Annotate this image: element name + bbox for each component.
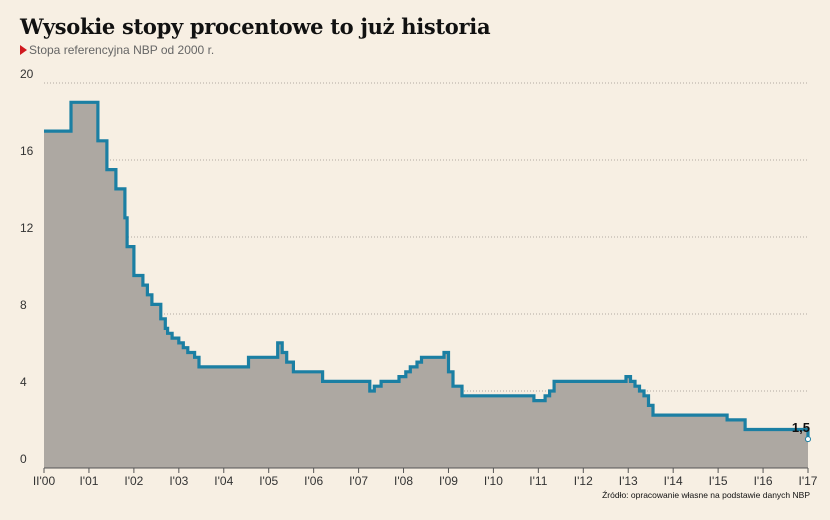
last-value-marker	[805, 436, 811, 443]
x-tick-label: I'09	[439, 474, 458, 488]
x-tick-label: I'08	[394, 474, 413, 488]
x-tick-label: I'01	[79, 474, 98, 488]
x-tick-label: I'03	[169, 474, 188, 488]
y-tick-label: 16	[20, 144, 34, 158]
chart-title: Wysokie stopy procentowe to już historia	[20, 14, 491, 39]
x-tick-label: I'13	[619, 474, 638, 488]
y-tick-label: 20	[20, 67, 34, 81]
triangle-marker-icon	[20, 45, 27, 55]
x-tick-label: I'12	[574, 474, 593, 488]
x-tick-label: I'16	[754, 474, 773, 488]
chart-subtitle-text: Stopa referencyjna NBP od 2000 r.	[29, 43, 215, 57]
x-tick-label: I'14	[664, 474, 683, 488]
y-tick-label: 8	[20, 298, 27, 312]
y-axis-ticks: 0 4 8 12 16 20	[20, 67, 34, 466]
x-tick-label: I'04	[214, 474, 233, 488]
y-tick-label: 4	[20, 375, 27, 389]
last-value-label: 1,5	[792, 420, 810, 435]
x-tick-label: I'15	[709, 474, 728, 488]
source-note: Źródło: opracowanie własne na podstawie …	[602, 490, 810, 500]
x-tick-label: I'02	[124, 474, 143, 488]
y-tick-label: 0	[20, 452, 27, 466]
x-tick-label: II'00	[33, 474, 56, 488]
y-tick-label: 12	[20, 221, 34, 235]
x-axis-ticks: II'00 I'01 I'02 I'03 I'04 I'05 I'06 I'07 I'08 I'0…	[33, 468, 818, 488]
chart-subtitle: Stopa referencyjna NBP od 2000 r.	[20, 43, 214, 57]
x-tick-label: I'06	[304, 474, 323, 488]
x-tick-label: I'11	[529, 474, 547, 488]
x-tick-label: I'05	[259, 474, 278, 488]
rate-area	[44, 102, 808, 469]
rate-line	[44, 100, 810, 440]
x-tick-label: I'17	[799, 474, 818, 488]
x-tick-label: I'07	[349, 474, 368, 488]
x-tick-label: I'10	[484, 474, 503, 488]
